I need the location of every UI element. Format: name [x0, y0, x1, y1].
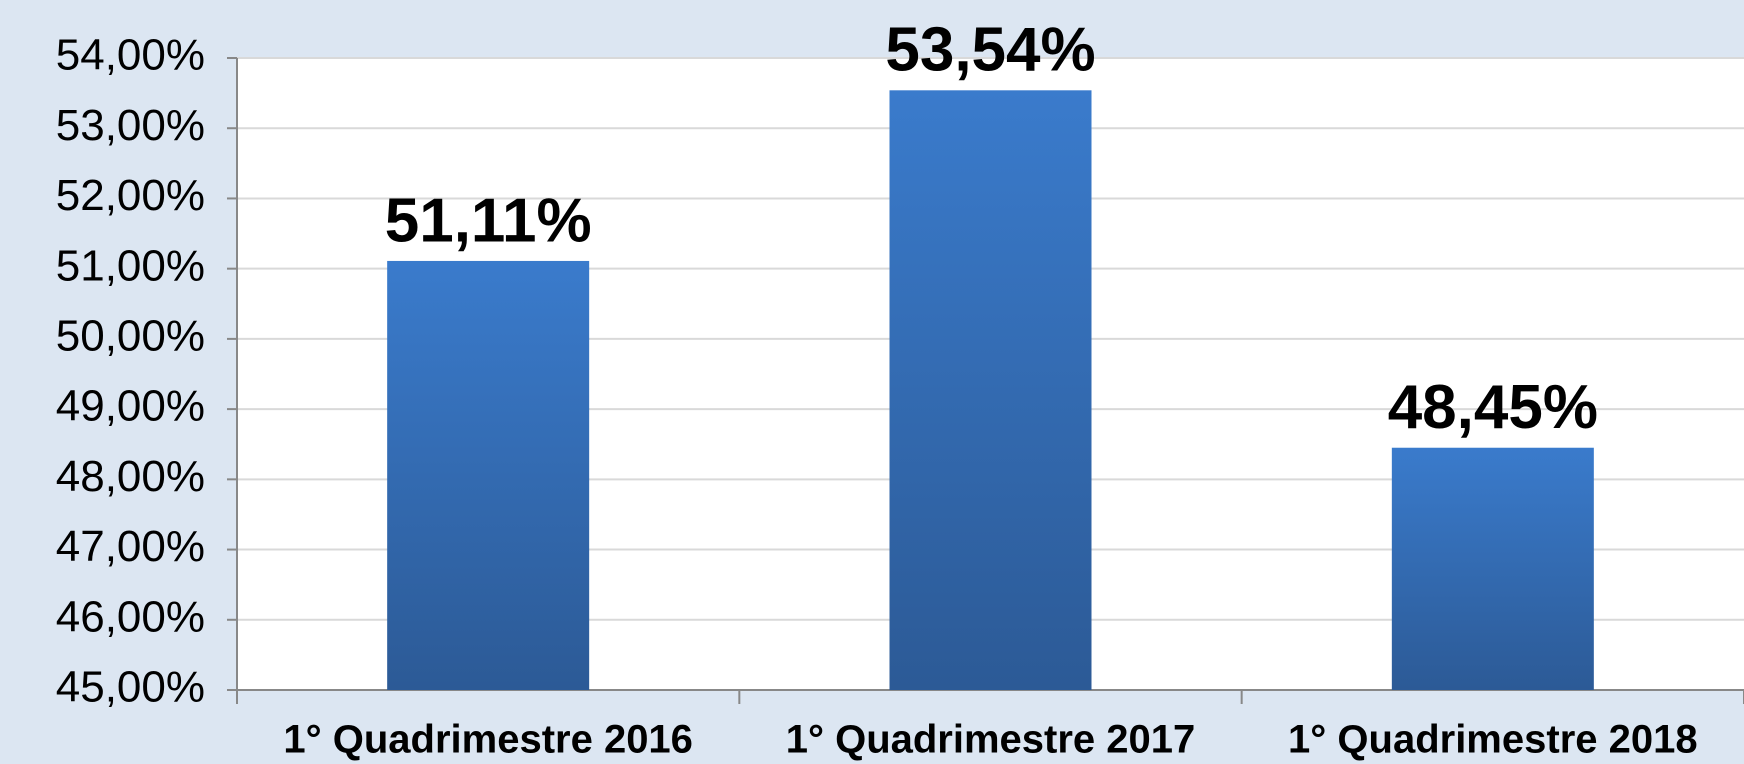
x-tick-label: 1° Quadrimestre 2016: [283, 718, 693, 762]
y-tick-label: 52,00%: [56, 171, 205, 220]
data-label: 53,54%: [885, 16, 1095, 85]
bar: [889, 90, 1092, 690]
data-label: 48,45%: [1388, 373, 1598, 442]
y-tick-label: 47,00%: [56, 522, 205, 571]
x-tick-label: 1° Quadrimestre 2017: [786, 718, 1196, 762]
y-tick-label: 54,00%: [56, 31, 205, 80]
y-tick-label: 51,00%: [56, 241, 205, 290]
y-tick-label: 50,00%: [56, 312, 205, 361]
bar: [387, 260, 590, 690]
y-tick-label: 46,00%: [56, 592, 205, 641]
y-tick-label: 45,00%: [56, 663, 205, 712]
y-tick-label: 53,00%: [56, 101, 205, 150]
data-label: 51,11%: [385, 186, 592, 255]
y-tick-label: 49,00%: [56, 382, 205, 431]
y-tick-label: 48,00%: [56, 452, 205, 501]
bar: [1391, 447, 1594, 690]
x-tick-label: 1° Quadrimestre 2018: [1288, 718, 1698, 762]
